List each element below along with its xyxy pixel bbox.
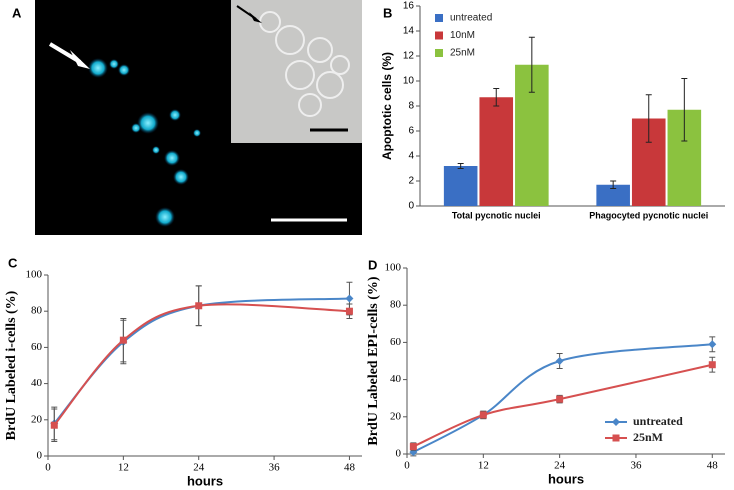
y-tick-label: 40: [31, 377, 43, 389]
series-line: [53, 297, 350, 425]
y-axis-label: Apoptotic cells (%): [380, 52, 394, 160]
marker: [612, 434, 620, 442]
inset-arrow-head: [249, 12, 262, 23]
y-tick-label: 0: [408, 201, 414, 212]
x-tick-label: 48: [707, 460, 719, 472]
y-tick-label: 4: [408, 151, 414, 162]
marker: [409, 443, 417, 451]
marker: [195, 302, 203, 310]
arrow-head: [70, 50, 90, 69]
series-line: [412, 363, 713, 448]
panel-a: A: [12, 0, 362, 235]
error-bar: [681, 78, 688, 142]
x-tick-label: 48: [344, 462, 356, 474]
y-tick-label: 2: [408, 176, 414, 187]
y-tick-label: 12: [403, 51, 415, 62]
y-tick-label: 60: [31, 341, 43, 353]
bar: [596, 184, 630, 206]
y-tick-label: 100: [385, 262, 402, 274]
x-tick-label: 24: [554, 460, 566, 472]
legend-swatch: [435, 49, 443, 57]
marker: [556, 395, 564, 403]
x-axis-label: hours: [187, 473, 223, 488]
legend-label: 10nM: [450, 30, 475, 41]
y-tick-label: 20: [390, 410, 402, 422]
y-tick-label: 10: [403, 76, 415, 87]
error-bar: [645, 94, 652, 143]
x-tick-label: 24: [193, 462, 205, 474]
marker: [50, 421, 58, 429]
legend-label: untreated: [633, 414, 683, 428]
x-tick-label: Phagocyted pycnotic nuclei: [589, 210, 708, 220]
bar: [443, 166, 478, 206]
series-line: [53, 303, 350, 426]
x-tick-label: 12: [118, 462, 129, 474]
marker: [479, 411, 487, 419]
marker: [612, 418, 620, 426]
x-tick-label: 12: [478, 460, 489, 472]
y-axis-label: BrdU Labeled EPI-cells (%): [366, 276, 381, 445]
y-tick-label: 60: [390, 336, 402, 348]
y-tick-label: 80: [31, 305, 43, 317]
y-tick-label: 40: [390, 373, 402, 385]
panel-label: B: [383, 5, 392, 20]
legend-swatch: [435, 14, 443, 22]
legend-label: untreated: [450, 13, 492, 24]
error-bar: [528, 36, 535, 93]
legend-label: 25nM: [450, 48, 475, 59]
error-bar: [493, 88, 500, 107]
series-line: [412, 343, 713, 454]
x-tick-label: Total pycnotic nuclei: [452, 210, 541, 220]
marker: [345, 294, 354, 303]
inset-cells: [259, 11, 350, 117]
x-tick-label: 36: [630, 460, 642, 472]
legend-swatch: [435, 31, 443, 40]
legend-label: 25nM: [633, 430, 663, 444]
x-tick-label: 0: [404, 460, 410, 472]
y-tick-label: 20: [31, 413, 43, 425]
chart: 0 20 40 60 80 100 BrdU Labeled i-cells (%) C 0 12…: [4, 255, 362, 488]
marker: [119, 336, 127, 344]
panel-label: C: [8, 255, 18, 270]
y-tick-label: 14: [403, 26, 415, 37]
panel-label: A: [12, 5, 22, 20]
y-tick-label: 100: [26, 269, 43, 281]
error-bar: [457, 163, 464, 169]
chart: 0 20 40 60 80 100 BrdU Labeled EPI-cells (%) D 0…: [366, 257, 725, 486]
panel-label: D: [368, 257, 377, 272]
y-tick-label: 6: [408, 126, 414, 137]
chart: 0 2 4 6 8 10 12 14 16 Apoptotic cells (%) B Total p…: [380, 1, 725, 220]
y-tick-label: 0: [37, 450, 43, 462]
cells: [88, 58, 201, 227]
inset-image: [231, 0, 362, 143]
error-bar: [610, 180, 617, 189]
y-tick-label: 80: [390, 299, 402, 311]
marker: [555, 357, 564, 365]
y-tick-label: 0: [396, 448, 402, 460]
y-tick-label: 8: [408, 101, 414, 112]
marker: [708, 361, 716, 369]
x-tick-label: 36: [269, 462, 281, 474]
x-axis-label: hours: [548, 471, 584, 486]
bar: [479, 97, 514, 206]
y-tick-label: 16: [403, 1, 415, 12]
marker: [708, 340, 717, 349]
marker: [345, 307, 353, 315]
y-axis-label: BrdU Labeled i-cells (%): [4, 290, 19, 440]
x-tick-label: 0: [45, 462, 51, 474]
